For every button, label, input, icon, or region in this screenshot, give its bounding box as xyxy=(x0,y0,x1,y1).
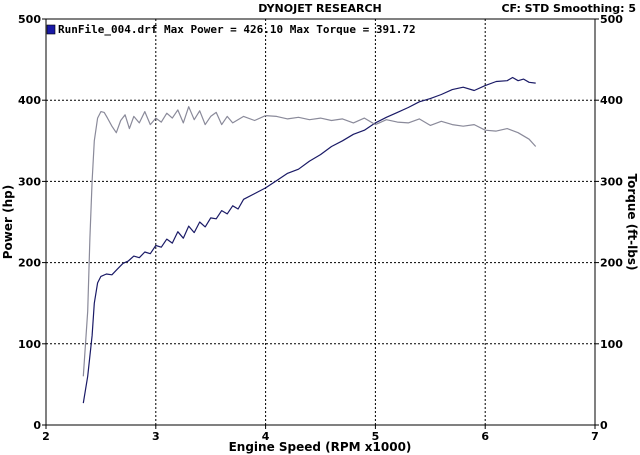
right-tick-label: 100 xyxy=(600,338,623,351)
series-layer xyxy=(82,76,537,404)
grid-lines xyxy=(46,19,595,425)
left-tick-label: 300 xyxy=(18,175,41,188)
left-axis-ticks: 0 100 200 300 400 500 xyxy=(18,13,46,432)
right-tick-label: 300 xyxy=(600,175,623,188)
x-tick-label: 7 xyxy=(591,430,599,443)
plot-area xyxy=(45,18,596,426)
x-axis-ticks: 2 3 4 5 6 7 xyxy=(42,425,599,443)
left-axis-label: Power (hp) xyxy=(1,185,15,259)
right-tick-label: 400 xyxy=(600,94,623,107)
x-tick-label: 2 xyxy=(42,430,50,443)
max-power-line xyxy=(82,76,536,404)
left-tick-label: 0 xyxy=(33,419,41,432)
right-tick-label: 500 xyxy=(600,13,623,26)
x-tick-label: 5 xyxy=(372,430,380,443)
x-tick-label: 4 xyxy=(262,430,270,443)
left-tick-label: 500 xyxy=(18,13,41,26)
right-axis-label: Torque (ft-lbs) xyxy=(625,174,639,271)
x-tick-label: 3 xyxy=(152,430,160,443)
left-tick-label: 100 xyxy=(18,338,41,351)
x-tick-label: 6 xyxy=(481,430,489,443)
legend-run-text: RunFile_004.drf Max Power = 426.10 Max T… xyxy=(58,23,416,36)
right-axis-ticks: 0 100 200 300 400 500 xyxy=(595,13,623,432)
right-tick-label: 0 xyxy=(600,419,608,432)
max-torque-line xyxy=(82,106,537,377)
right-tick-label: 200 xyxy=(600,257,623,270)
left-tick-label: 200 xyxy=(18,257,41,270)
x-axis-label: Engine Speed (RPM x1000) xyxy=(229,440,412,454)
legend-marker-icon xyxy=(46,24,56,35)
chart-title: DYNOJET RESEARCH xyxy=(258,2,381,15)
left-tick-label: 400 xyxy=(18,94,41,107)
settings-label: CF: STD Smoothing: 5 xyxy=(501,2,636,15)
